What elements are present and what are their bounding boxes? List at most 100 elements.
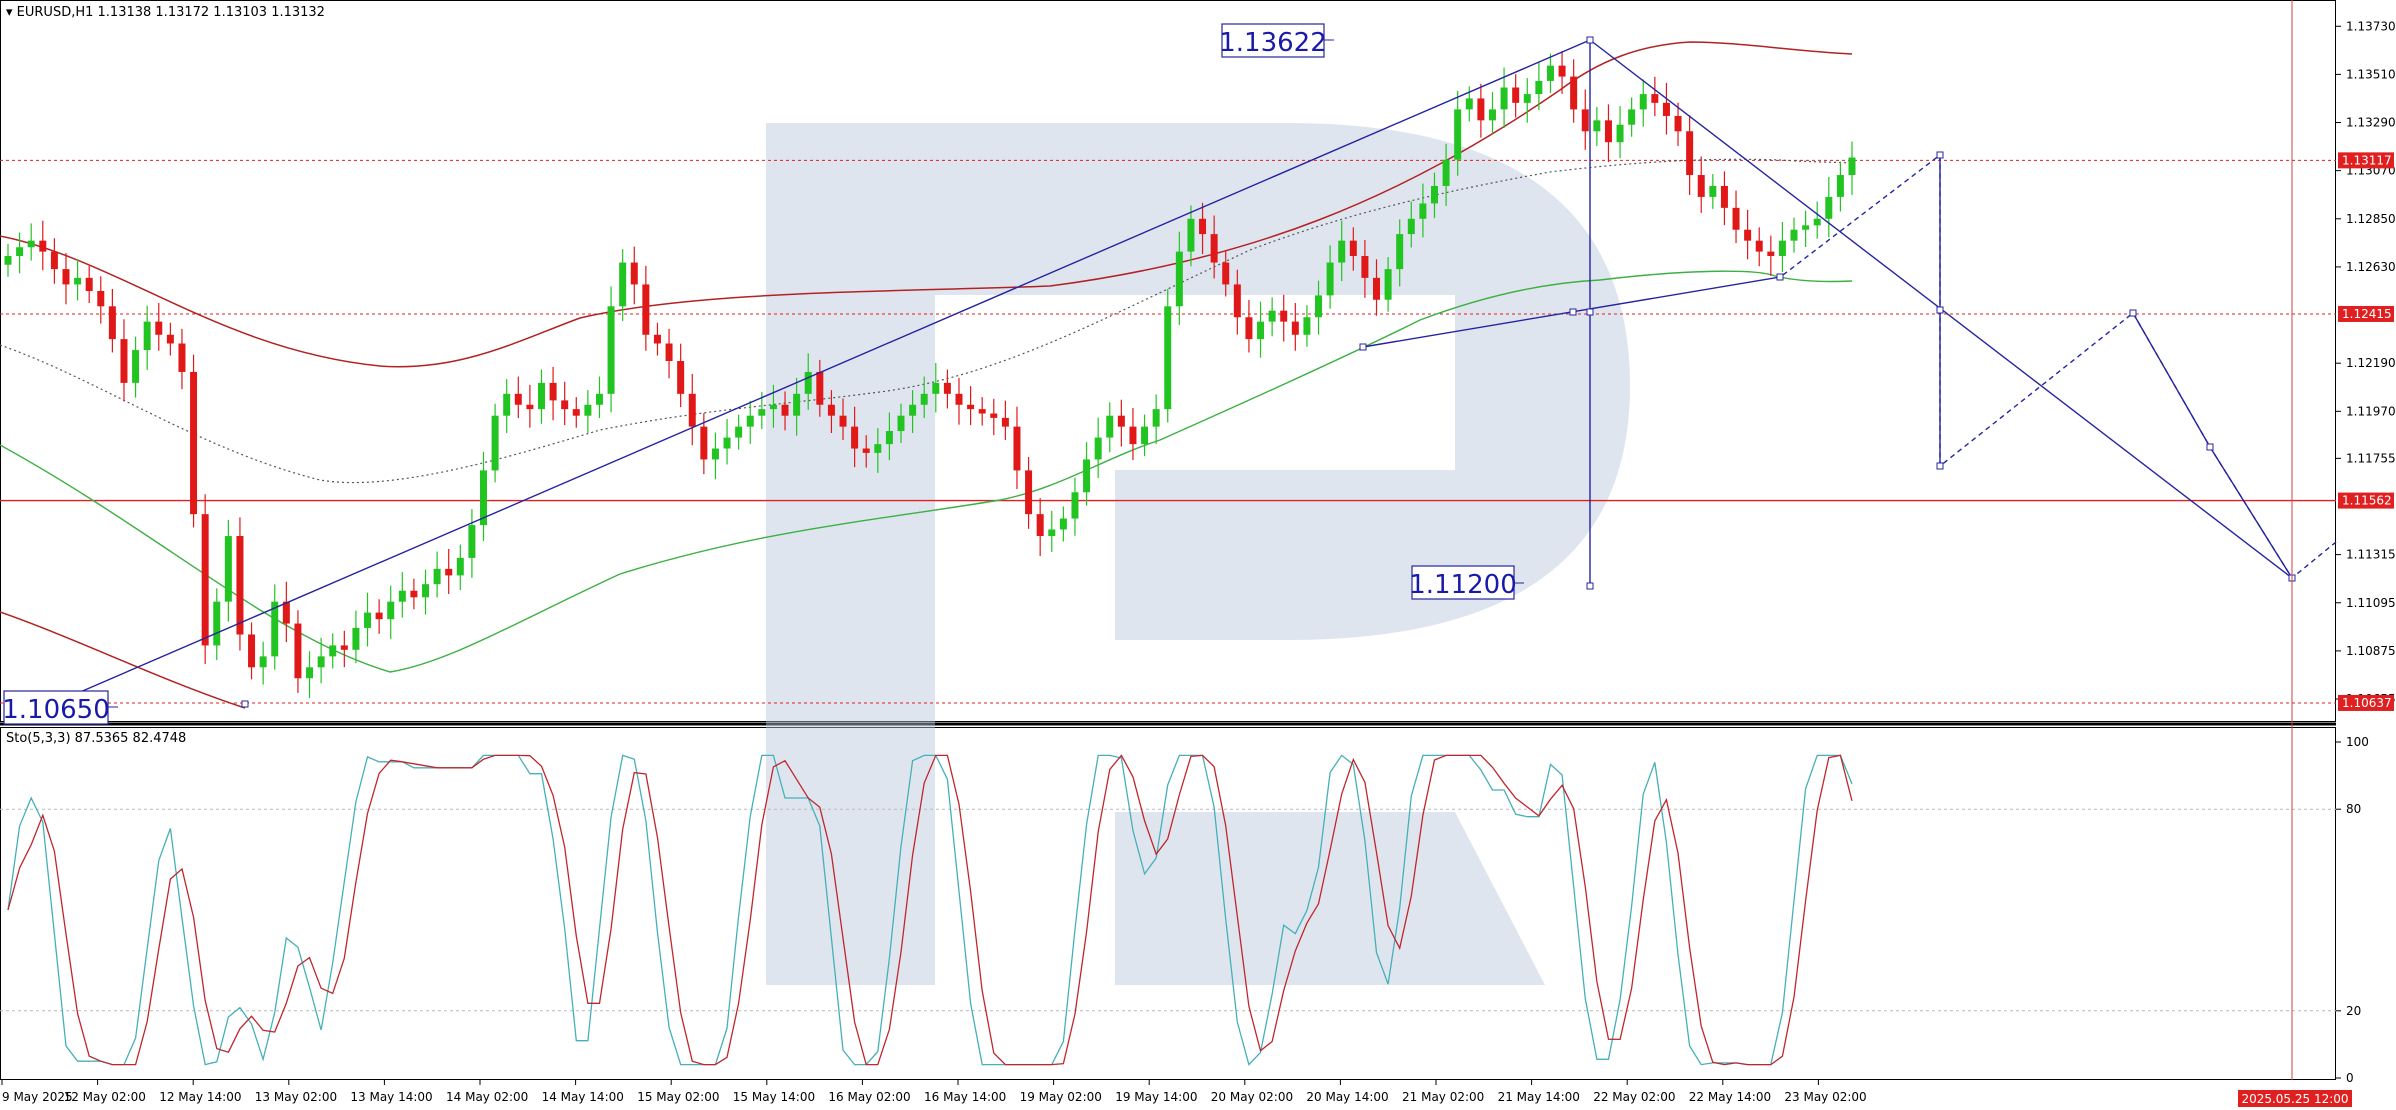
- candle-body: [978, 409, 986, 414]
- candle-body: [97, 290, 105, 307]
- time-tick-label: 20 May 14:00: [1306, 1090, 1388, 1104]
- candle-body: [653, 334, 661, 344]
- level-label-target[interactable]: 1.11200: [1409, 565, 1524, 600]
- candle-body: [1430, 185, 1438, 204]
- candle-body: [1802, 225, 1810, 230]
- candle-body: [1813, 218, 1821, 226]
- level-label-low[interactable]: 1.10650: [2, 690, 118, 725]
- candle-body: [874, 444, 882, 453]
- candlestick-series: [4, 50, 1856, 699]
- candle-body: [190, 371, 198, 515]
- candle-body: [166, 334, 174, 344]
- stochastic-d-line: [7, 754, 1853, 1066]
- price-tick-label: 1.13290: [2346, 116, 2396, 130]
- stochastic-lines: [7, 754, 1853, 1066]
- candle-body: [1187, 218, 1195, 252]
- candle-body: [584, 404, 592, 416]
- candle-body: [4, 255, 12, 265]
- candle-body: [1071, 492, 1079, 519]
- candle-body: [375, 612, 383, 620]
- candle-body: [74, 277, 82, 285]
- candle-body: [1222, 262, 1230, 285]
- candle-body: [1268, 310, 1276, 322]
- oscillator-pane-frame: [0, 727, 2336, 1080]
- candle-body: [317, 656, 325, 668]
- candle-body: [1117, 415, 1125, 427]
- candle-body: [909, 404, 917, 416]
- candle-body: [1454, 109, 1462, 160]
- candle-body: [271, 601, 279, 657]
- candle-body: [1662, 102, 1670, 116]
- price-axis[interactable]: 1.137301.135101.132901.130701.128501.126…: [2336, 19, 2396, 706]
- oscillator-tick-label: 20: [2346, 1004, 2361, 1018]
- candle-body: [39, 240, 47, 252]
- candle-body: [1373, 277, 1381, 300]
- oscillator-tick-label: 100: [2346, 735, 2369, 749]
- time-tick-label: 22 May 02:00: [1593, 1090, 1675, 1104]
- candle-body: [1825, 196, 1833, 219]
- candle-body: [1141, 426, 1149, 445]
- candle-body: [1326, 262, 1334, 296]
- candle-body: [700, 426, 708, 460]
- price-tag-box: [2338, 492, 2394, 509]
- candle-body: [1315, 295, 1323, 318]
- svg-text:1.11200: 1.11200: [1409, 570, 1517, 600]
- candle-body: [491, 415, 499, 471]
- price-tick-label: 1.11315: [2346, 548, 2396, 562]
- candle-body: [1709, 185, 1717, 197]
- candle-body: [1349, 240, 1357, 256]
- candle-body: [62, 269, 70, 285]
- candle-body: [1848, 157, 1856, 176]
- price-tick-label: 1.13730: [2346, 19, 2396, 33]
- candle-body: [1465, 98, 1473, 110]
- time-tick-label: 19 May 02:00: [1020, 1090, 1102, 1104]
- price-tick-label: 1.13510: [2346, 67, 2396, 81]
- candle-body: [1697, 175, 1705, 197]
- symbol-header: ▾ EURUSD,H1 1.13138 1.13172 1.13103 1.13…: [6, 5, 325, 20]
- price-tick-label: 1.11755: [2346, 451, 2396, 465]
- candle-body: [155, 321, 163, 335]
- candle-body: [410, 590, 418, 598]
- svg-text:1.13622: 1.13622: [1219, 28, 1327, 58]
- candle-body: [340, 645, 348, 650]
- candle-body: [1570, 76, 1578, 110]
- candle-body: [1338, 240, 1346, 263]
- candle-body: [503, 393, 511, 416]
- svg-text:2025.05.25 12:00: 2025.05.25 12:00: [2241, 1092, 2348, 1106]
- candle-body: [132, 350, 140, 383]
- candle-body: [1001, 417, 1009, 427]
- price-tick-label: 1.11095: [2346, 596, 2396, 610]
- candle-body: [1616, 124, 1624, 143]
- candle-body: [1488, 109, 1496, 121]
- candle-body: [479, 470, 487, 526]
- candle-body: [1674, 115, 1682, 132]
- candle-body: [839, 415, 847, 427]
- candle-body: [758, 409, 766, 416]
- candle-body: [607, 306, 615, 394]
- candle-body: [967, 404, 975, 410]
- time-tick-label: 16 May 14:00: [924, 1090, 1006, 1104]
- candle-body: [1755, 240, 1763, 252]
- candle-body: [1744, 229, 1752, 241]
- candle-body: [827, 404, 835, 416]
- candle-body: [1477, 98, 1485, 121]
- candle-body: [1767, 251, 1775, 256]
- candle-body: [1361, 255, 1369, 278]
- oscillator-header: Sto(5,3,3) 87.5365 82.4748: [6, 731, 186, 746]
- level-label-high[interactable]: 1.13622: [1219, 23, 1334, 58]
- candle-body: [85, 277, 93, 291]
- candle-body: [201, 514, 209, 646]
- candle-body: [793, 393, 801, 416]
- candle-body: [1164, 306, 1172, 410]
- ma-green-line: [0, 270, 1853, 673]
- watermark-logo: [766, 123, 1630, 985]
- oscillator-tick-label: 0: [2346, 1071, 2354, 1085]
- candle-body: [456, 557, 464, 576]
- candle-body: [213, 601, 221, 646]
- candle-body: [1083, 459, 1091, 493]
- candle-body: [178, 343, 186, 372]
- candle-body: [1778, 240, 1786, 256]
- time-tick-label: 19 May 14:00: [1115, 1090, 1197, 1104]
- candle-body: [595, 393, 603, 405]
